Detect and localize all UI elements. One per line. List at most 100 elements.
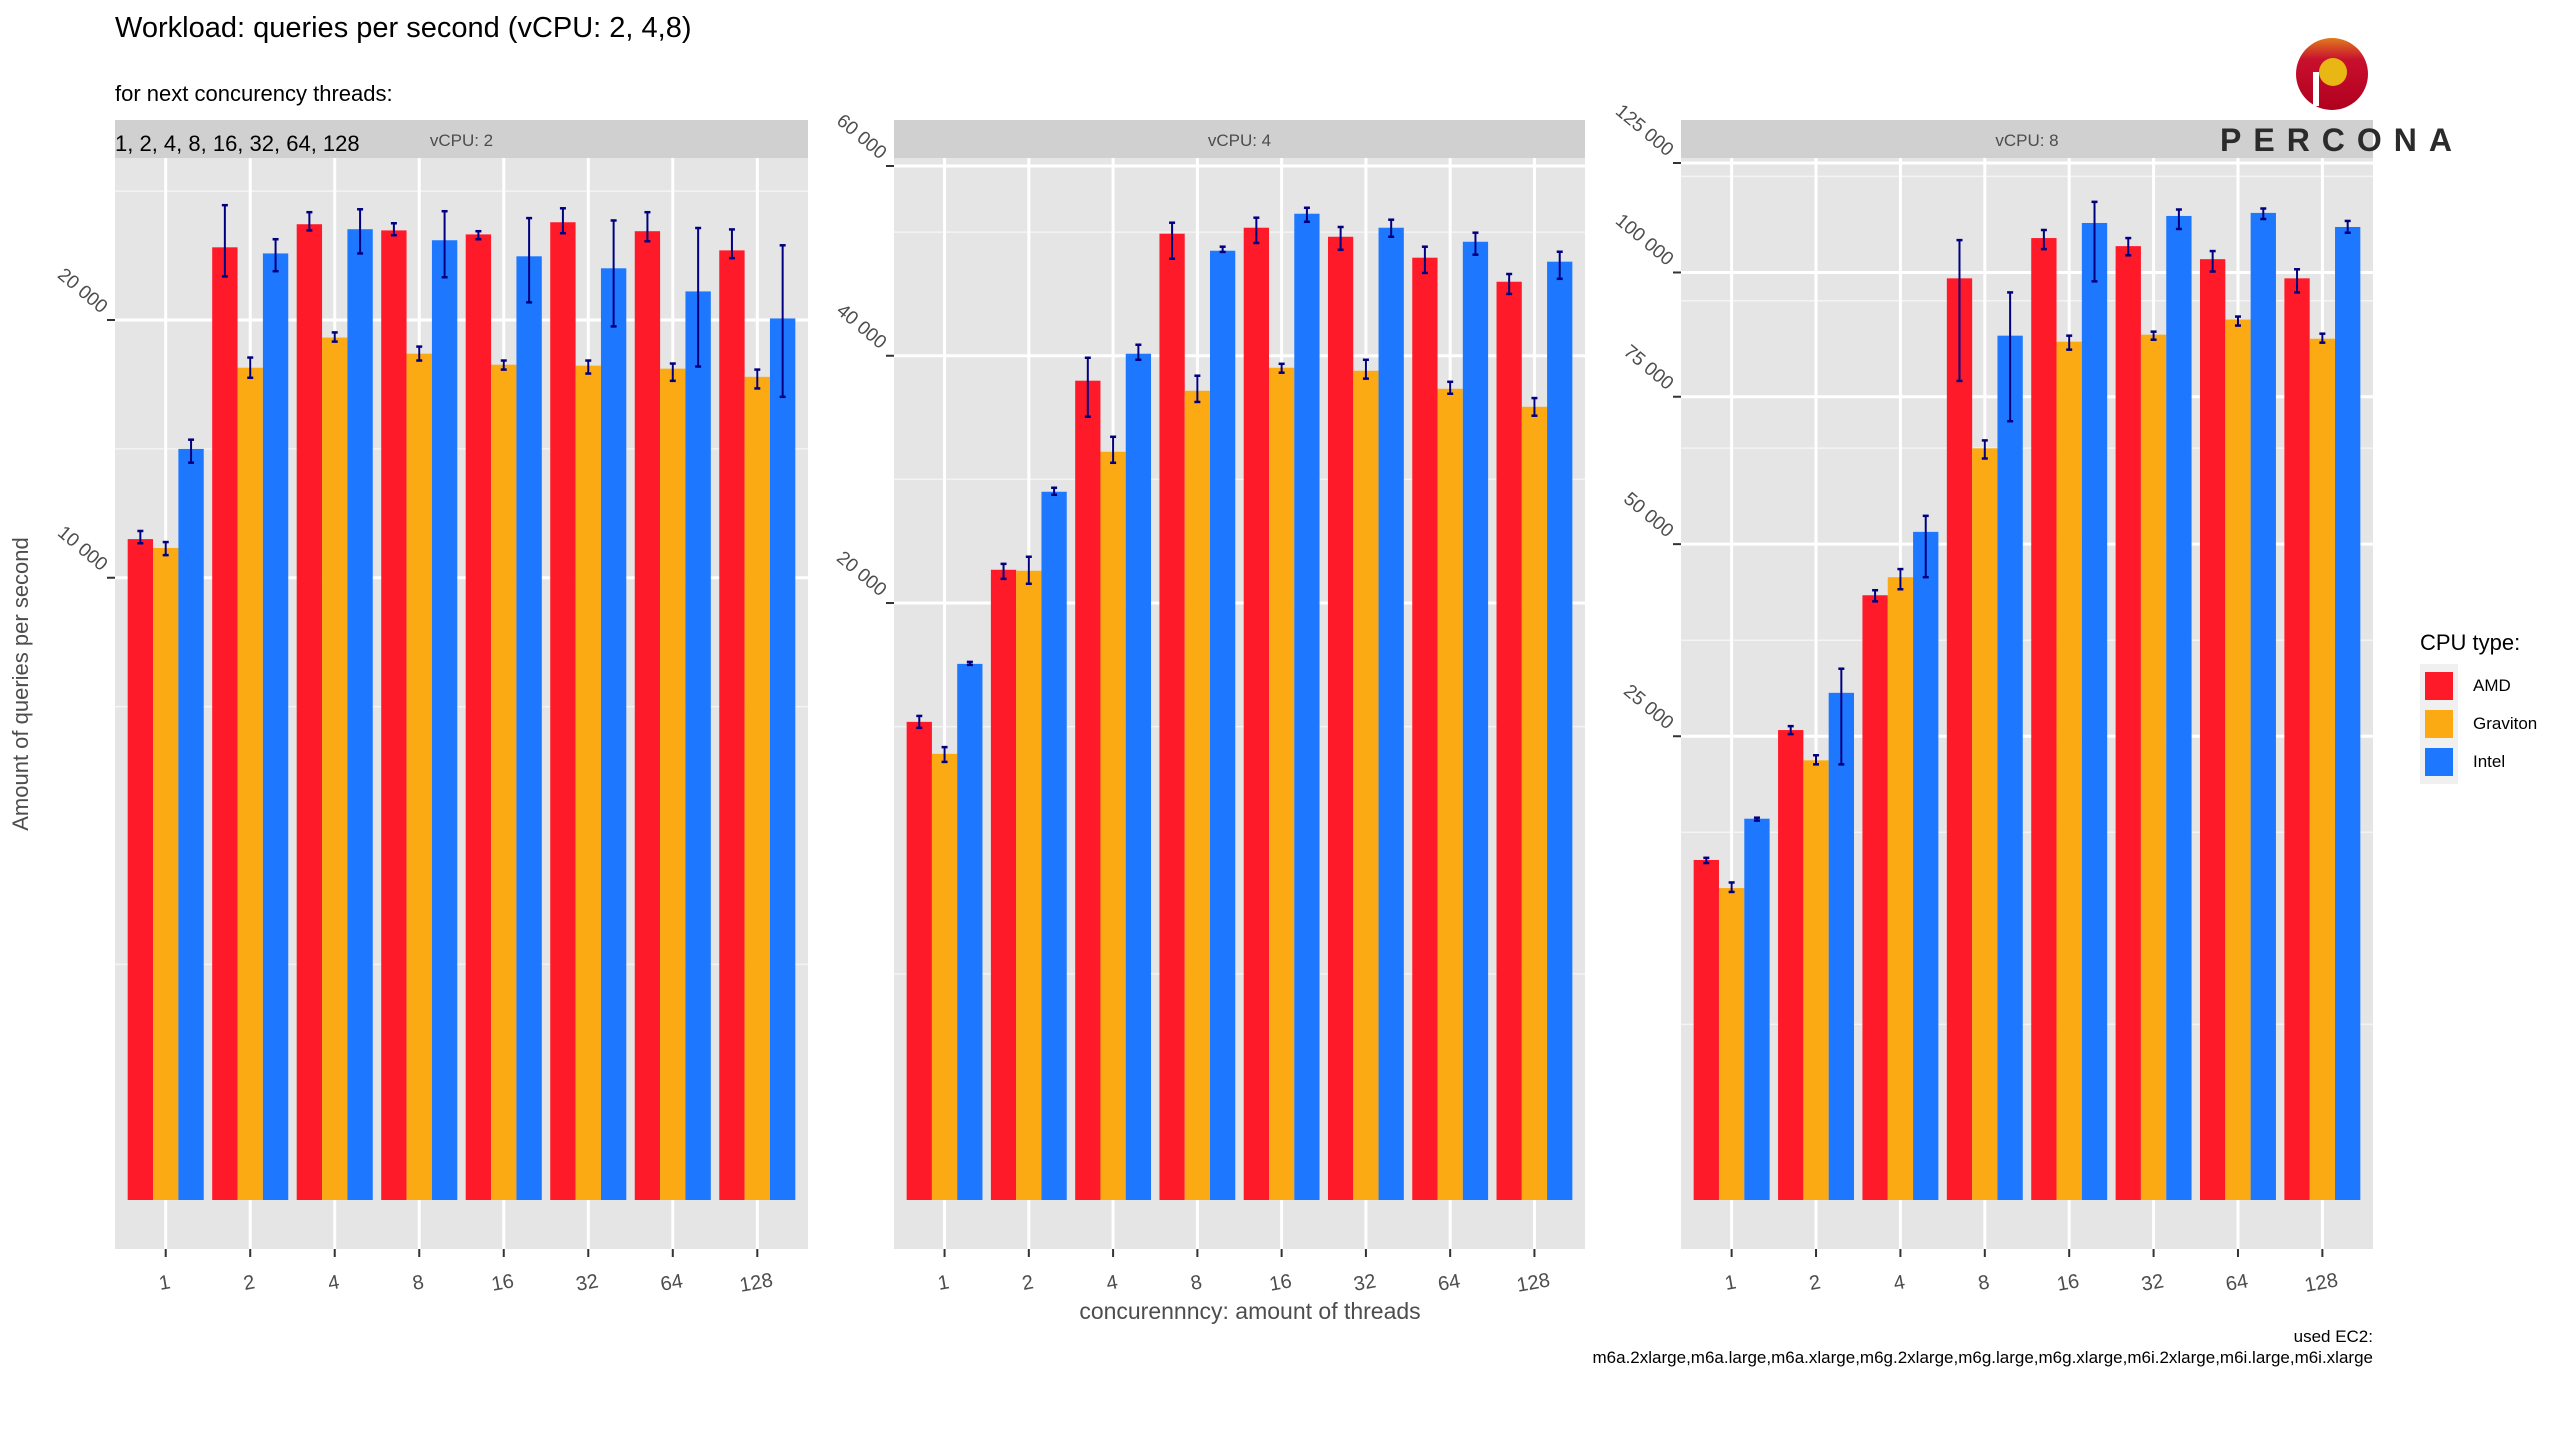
- caption-line-2: m6a.2xlarge,m6a.large,m6a.xlarge,m6g.2xl…: [1592, 1348, 2373, 1367]
- bar-graviton: [491, 364, 517, 1200]
- x-tick-label: 64: [659, 1270, 685, 1296]
- bar-amd: [381, 230, 407, 1201]
- legend: CPU type: AMD Graviton Intel: [2420, 630, 2537, 784]
- legend-swatch-amd: [2425, 672, 2453, 700]
- legend-label-graviton: Graviton: [2473, 714, 2538, 733]
- facet-strip: [894, 120, 1585, 158]
- bar-amd: [2200, 259, 2226, 1201]
- percona-logo-icon: [2296, 38, 2368, 110]
- bar-intel: [1828, 692, 1854, 1200]
- bar-amd: [1159, 233, 1185, 1200]
- bar-amd: [212, 247, 238, 1201]
- x-tick-label: 1: [157, 1271, 172, 1295]
- y-tick-label: 20 000: [53, 264, 111, 317]
- bar-intel: [1997, 335, 2023, 1201]
- facet-strip-label: vCPU: 4: [1208, 131, 1271, 150]
- bar-intel: [347, 229, 373, 1200]
- bar-graviton: [1268, 367, 1295, 1200]
- y-tick-label: 75 000: [1619, 341, 1677, 394]
- facet-strip-label: vCPU: 8: [1995, 131, 2058, 150]
- x-tick-label: 16: [2055, 1270, 2081, 1296]
- y-tick-label: 20 000: [832, 547, 890, 600]
- bar-graviton: [2309, 338, 2336, 1200]
- facet-strip: [1681, 120, 2373, 158]
- bar-graviton: [1887, 577, 1914, 1200]
- y-tick-label: 50 000: [1619, 489, 1677, 542]
- bar-graviton: [1016, 570, 1042, 1200]
- bar-graviton: [2056, 341, 2082, 1200]
- x-tick-label: 32: [1352, 1270, 1378, 1296]
- bar-amd: [1693, 859, 1719, 1200]
- bar-intel: [1294, 213, 1320, 1201]
- bar-amd: [2031, 238, 2057, 1200]
- bar-intel: [1210, 250, 1236, 1200]
- bar-intel: [2081, 222, 2108, 1201]
- subtitle-line-1: for next concurency threads:: [115, 81, 393, 106]
- x-tick-label: 2: [242, 1271, 257, 1295]
- bar-graviton: [406, 353, 432, 1201]
- facet-strip-label: vCPU: 2: [430, 131, 493, 150]
- x-tick-label: 8: [1189, 1271, 1204, 1295]
- bar-amd: [465, 234, 492, 1201]
- x-axis-title: concurennncy: amount of threads: [1079, 1298, 1420, 1324]
- legend-keys: AMD Graviton Intel: [2420, 664, 2537, 784]
- legend-label-intel: Intel: [2473, 752, 2506, 771]
- x-tick-label: 32: [2140, 1270, 2166, 1296]
- bar-amd: [1946, 278, 1973, 1200]
- bar-graviton: [2140, 334, 2167, 1201]
- bar-graviton: [575, 365, 601, 1200]
- y-tick-label: 40 000: [832, 300, 890, 353]
- x-tick-label: 1: [936, 1271, 951, 1295]
- bar-graviton: [931, 753, 958, 1200]
- bar-intel: [1462, 241, 1489, 1200]
- bar-amd: [550, 222, 576, 1200]
- x-tick-label: 16: [1268, 1270, 1294, 1296]
- bar-intel: [2166, 215, 2192, 1200]
- bar-intel: [1547, 261, 1573, 1201]
- bar-intel: [1378, 227, 1404, 1200]
- bar-intel: [685, 291, 711, 1201]
- x-tick-label: 128: [738, 1269, 775, 1296]
- bar-graviton: [660, 368, 686, 1200]
- bar-amd: [2284, 278, 2310, 1200]
- x-tick-label: 2: [1808, 1271, 1823, 1295]
- bar-intel: [431, 240, 458, 1200]
- x-tick-label: 8: [1976, 1271, 1991, 1295]
- bar-amd: [1243, 227, 1269, 1200]
- x-tick-label: 64: [1436, 1270, 1462, 1296]
- bar-graviton: [1184, 390, 1211, 1201]
- legend-title: CPU type:: [2420, 630, 2521, 655]
- chart-title: Workload: queries per second (vCPU: 2, 4…: [115, 12, 692, 44]
- bar-intel: [1125, 353, 1152, 1200]
- bar-intel: [262, 253, 289, 1200]
- bar-amd: [296, 224, 323, 1200]
- bar-graviton: [1437, 388, 1463, 1201]
- legend-item-amd: AMD: [2423, 667, 2511, 705]
- bar-graviton: [322, 337, 348, 1200]
- bar-amd: [719, 250, 745, 1200]
- legend-swatch-graviton: [2425, 710, 2453, 738]
- x-tick-label: 2: [1020, 1271, 1035, 1295]
- bar-amd: [990, 569, 1017, 1200]
- x-tick-label: 16: [490, 1270, 516, 1296]
- y-tick-label: 25 000: [1619, 681, 1677, 734]
- bar-intel: [769, 318, 796, 1201]
- bar-amd: [1412, 257, 1438, 1200]
- bar-intel: [178, 448, 204, 1201]
- bar-intel: [1744, 818, 1770, 1200]
- bar-amd: [1778, 730, 1804, 1200]
- bar-amd: [1496, 281, 1522, 1200]
- bar-amd: [127, 539, 154, 1200]
- bar-intel: [516, 256, 542, 1200]
- y-tick-label: 10 000: [53, 522, 111, 575]
- x-tick-label: 128: [1515, 1269, 1552, 1296]
- bar-graviton: [1803, 760, 1829, 1200]
- facet-strip: [115, 120, 808, 158]
- caption-line-1: used EC2:: [2293, 1327, 2373, 1346]
- bar-graviton: [1521, 406, 1548, 1200]
- x-tick-label: 32: [574, 1270, 600, 1296]
- chart-subtitle: for next concurency threads: 1, 2, 4, 8,…: [115, 56, 393, 181]
- x-tick-label: 64: [2224, 1270, 2250, 1296]
- bar-graviton: [237, 367, 263, 1200]
- y-tick-label: 100 000: [1611, 210, 1677, 270]
